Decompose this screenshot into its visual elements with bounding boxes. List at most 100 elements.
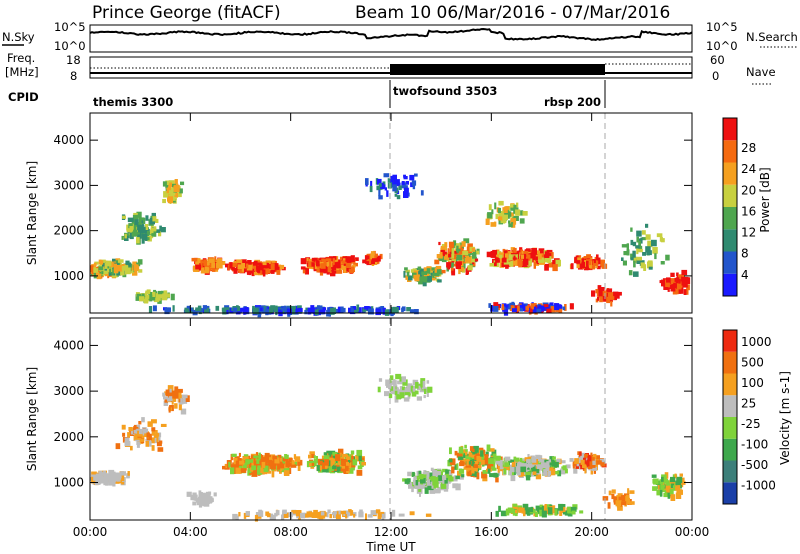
beam-date-title: Beam 10 06/Mar/2016 - 07/Mar/2016 xyxy=(355,3,670,23)
power-cell xyxy=(275,305,278,312)
velocity-cell xyxy=(141,434,144,440)
power-colorbar-tick: 28 xyxy=(741,141,756,155)
power-cell xyxy=(328,261,332,268)
power-cell xyxy=(113,263,118,271)
nsky-tick-top: 10^5 xyxy=(54,20,86,34)
velocity-cell xyxy=(327,509,331,514)
velocity-cell xyxy=(488,458,493,464)
velocity-cell xyxy=(460,458,466,462)
power-cell xyxy=(280,305,286,310)
velocity-cell xyxy=(328,452,332,457)
power-colorbar-swatch xyxy=(723,229,737,252)
power-cell xyxy=(428,268,434,272)
power-cell xyxy=(253,268,259,276)
power-cell xyxy=(569,303,574,310)
velocity-cell xyxy=(401,376,406,383)
power-cell xyxy=(229,262,233,269)
power-cell xyxy=(523,250,529,256)
velocity-cell xyxy=(399,376,403,382)
velocity-cell xyxy=(282,457,286,462)
velocity-cell xyxy=(452,483,459,489)
velocity-cell xyxy=(334,465,340,471)
velocity-cell xyxy=(335,514,341,520)
power-cell xyxy=(630,227,633,232)
power-cell xyxy=(362,259,368,264)
power-cell xyxy=(621,257,624,261)
velocity-cell xyxy=(174,392,179,399)
nsky-tick-bottom: 10^0 xyxy=(54,39,86,53)
power-cell xyxy=(508,251,513,255)
power-cell xyxy=(467,243,473,248)
velocity-cell xyxy=(539,509,543,517)
power-cell xyxy=(670,272,675,277)
power-colorbar-swatch xyxy=(723,140,737,163)
velocity-cell xyxy=(562,506,566,512)
power-cell xyxy=(108,270,111,276)
velocity-cell xyxy=(526,459,531,464)
velocity-cell xyxy=(145,440,149,447)
velocity-cell xyxy=(388,393,393,399)
power-cell xyxy=(148,306,153,313)
velocity-cell xyxy=(593,468,596,474)
power-cell xyxy=(686,288,689,295)
velocity-cell xyxy=(590,468,593,475)
power-cell xyxy=(458,266,464,272)
velocity-cell xyxy=(99,475,103,480)
power-cell xyxy=(155,293,162,298)
velocity-cell xyxy=(494,456,498,460)
power-cell xyxy=(623,251,627,256)
velocity-cell xyxy=(196,500,202,506)
velocity-cell xyxy=(386,384,390,388)
velocity-cell xyxy=(432,471,436,477)
power-cell xyxy=(591,290,596,297)
velocity-cell xyxy=(473,468,477,472)
power-cell xyxy=(497,216,503,221)
power-cell xyxy=(126,228,133,233)
velocity-cell xyxy=(661,476,664,482)
power-cell xyxy=(392,184,397,192)
velocity-cell xyxy=(653,478,659,485)
velocity-cell xyxy=(151,419,157,424)
power-cell xyxy=(473,258,479,262)
velocity-cell xyxy=(451,476,458,482)
power-cell xyxy=(505,261,509,269)
power-cell xyxy=(131,219,136,226)
velocity-cell xyxy=(253,455,259,460)
velocity-cell xyxy=(426,390,429,397)
power-cell xyxy=(372,258,378,262)
power-cell xyxy=(533,262,536,269)
velocity-cell xyxy=(356,449,363,457)
power-cell xyxy=(519,218,525,224)
velocity-cell xyxy=(91,471,97,475)
velocity-cell xyxy=(463,466,469,470)
velocity-cell xyxy=(420,478,426,484)
velocity-cell xyxy=(504,462,510,467)
power-cell xyxy=(681,283,688,288)
velocity-cell xyxy=(341,465,345,469)
velocity-cell xyxy=(384,391,390,397)
velocity-cell xyxy=(571,510,576,515)
velocity-cell xyxy=(159,440,163,444)
power-cell xyxy=(131,264,134,271)
velocity-cell xyxy=(522,463,528,470)
power-cell xyxy=(203,259,207,266)
power-cell xyxy=(153,297,160,303)
power-cell xyxy=(300,258,307,265)
power-cell xyxy=(535,306,539,311)
velocity-cell xyxy=(607,502,611,509)
power-cell xyxy=(154,229,161,233)
velocity-cell xyxy=(459,476,464,480)
velocity-cell xyxy=(377,513,382,519)
velocity-cell xyxy=(375,509,381,514)
velocity-cell xyxy=(673,481,676,488)
power-cell xyxy=(558,308,563,314)
power-cell xyxy=(137,224,143,231)
velocity-cell xyxy=(456,463,459,470)
velocity-cell xyxy=(587,456,592,462)
velocity-cell xyxy=(391,509,396,517)
x-tick-label: 20:00 xyxy=(574,525,609,539)
velocity-cell xyxy=(472,448,475,452)
x-tick-label: 00:00 xyxy=(675,525,710,539)
power-cell xyxy=(633,256,638,263)
power-cell xyxy=(122,215,126,219)
